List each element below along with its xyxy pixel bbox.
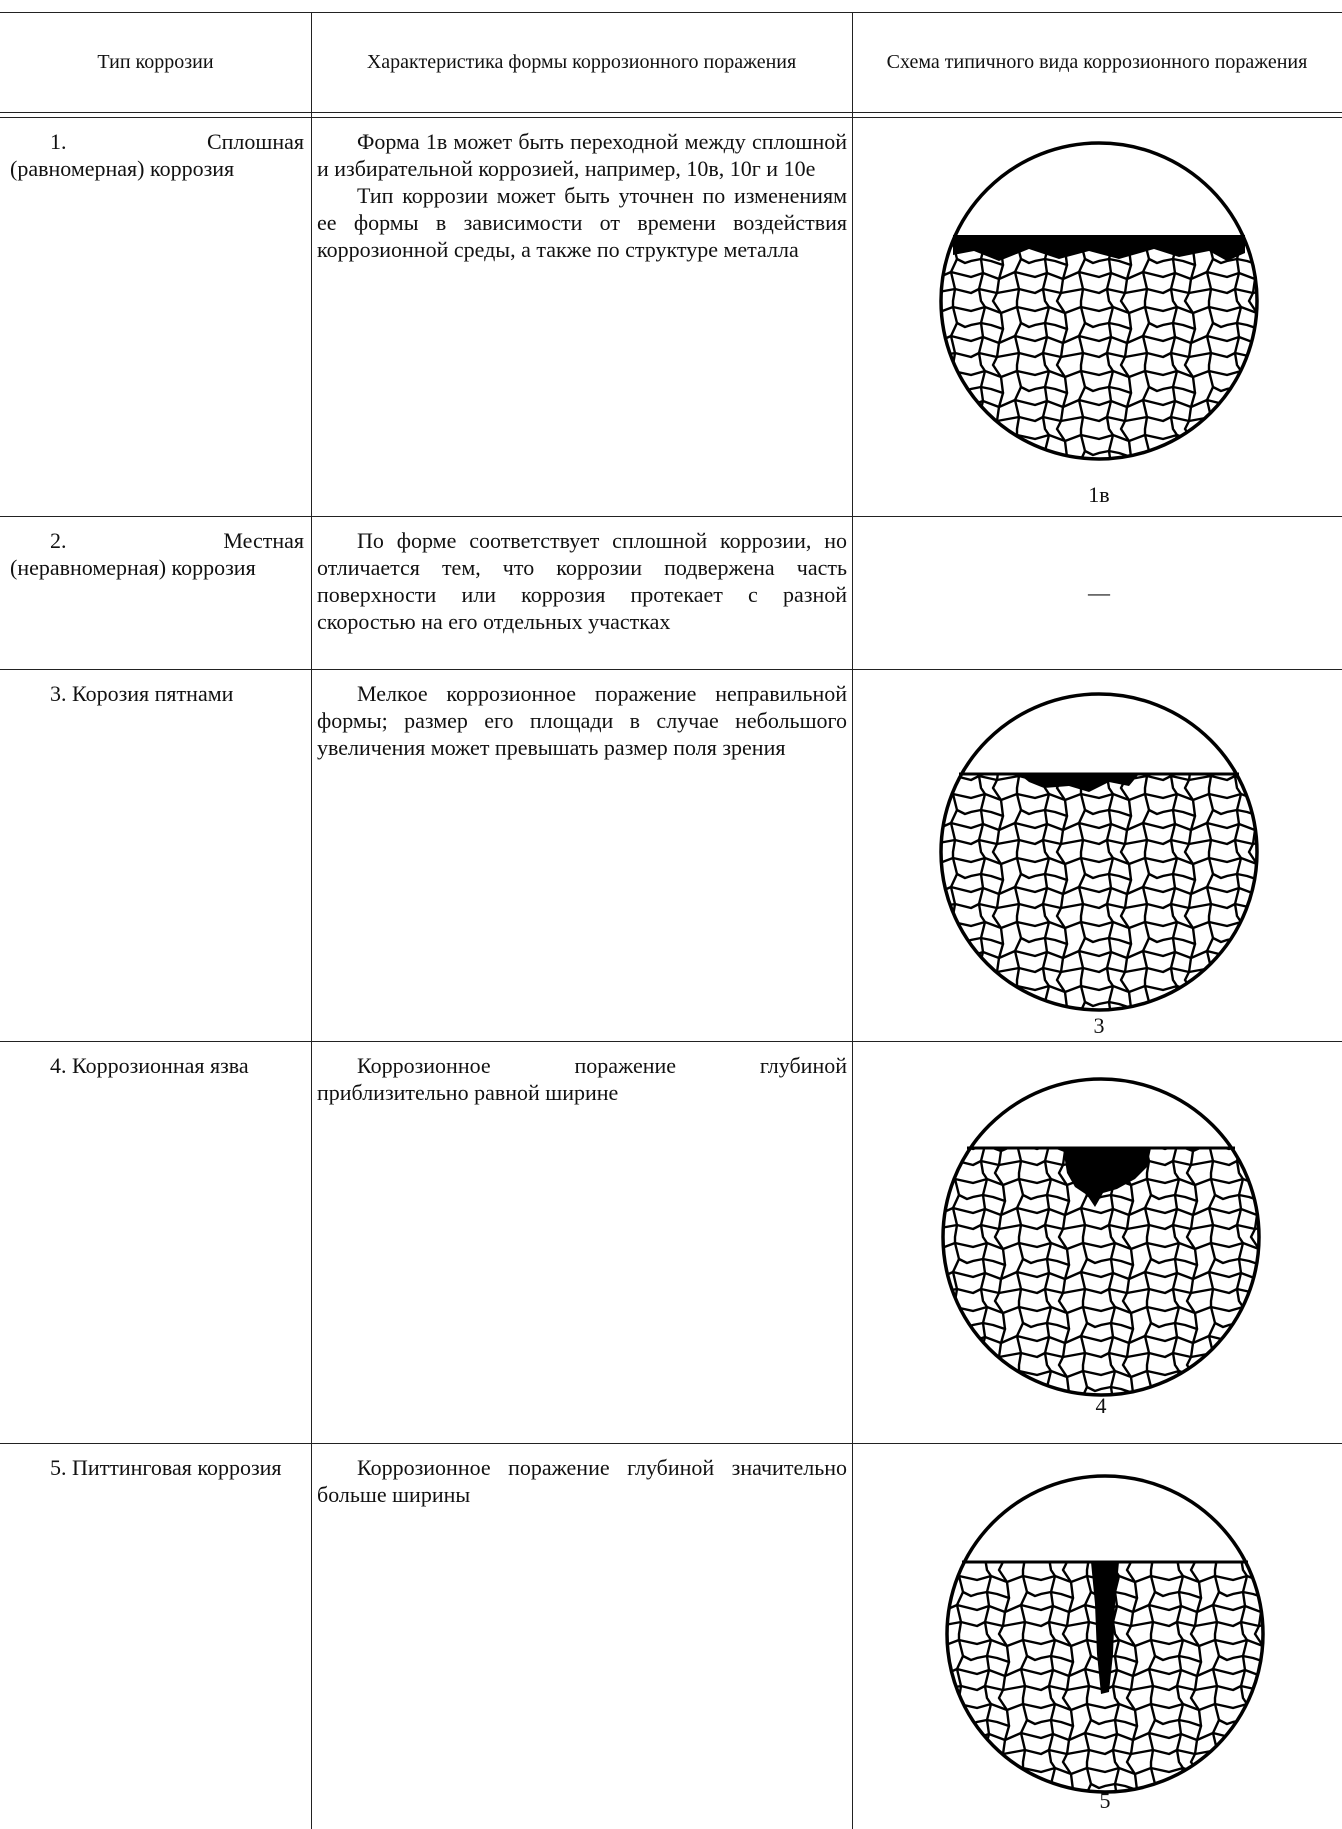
figure [945, 1473, 1265, 1794]
description-text: Мелкое коррозионное поражение неправильн… [317, 681, 847, 760]
header-cell: Тип коррозии [97, 50, 214, 73]
type-cell: 3. Корозия пятнами [10, 680, 304, 707]
rule [0, 117, 1342, 118]
figure-caption: 3 [1093, 1013, 1105, 1038]
figure-caption: 1в [1088, 482, 1110, 507]
type-text: 1. Сплошная (равномерная) коррозия [10, 129, 304, 181]
description-cell: Форма 1в может быть переходной между спл… [317, 128, 847, 263]
description-text: Коррозионное поражение глубиной приблизи… [317, 1053, 847, 1105]
type-text: 5. Питтинговая коррозия [50, 1455, 282, 1480]
header-cell: Схема типичного вида коррозионного пораж… [886, 50, 1308, 73]
type-cell: 4. Коррозионная язва [10, 1052, 304, 1079]
rule [311, 12, 312, 1829]
description-text: Тип коррозии может быть уточнен по измен… [317, 183, 847, 262]
description-cell: Коррозионное поражение глубиной значител… [317, 1454, 847, 1508]
type-cell: 2. Местная (неравномерная) коррозия [10, 527, 304, 581]
header-cell: Характеристика формы коррозионного пораж… [366, 50, 797, 73]
figure-caption: 5 [1099, 1788, 1111, 1813]
figure-caption: 4 [1095, 1393, 1107, 1418]
description-text: Форма 1в может быть переходной между спл… [317, 129, 847, 181]
rule [0, 516, 1342, 517]
rule [0, 112, 1342, 113]
type-cell: 1. Сплошная (равномерная) коррозия [10, 128, 304, 182]
figure [939, 140, 1259, 461]
rule [852, 12, 853, 1829]
rule [0, 669, 1342, 670]
type-cell: 5. Питтинговая коррозия [10, 1454, 304, 1481]
type-text: 2. Местная (неравномерная) коррозия [10, 528, 304, 580]
description-text: По форме соответствует сплошной коррозии… [317, 528, 847, 634]
type-text: 3. Корозия пятнами [50, 681, 234, 706]
description-cell: Мелкое коррозионное поражение неправильн… [317, 680, 847, 761]
rule [0, 1041, 1342, 1042]
rule [0, 1443, 1342, 1444]
figure [941, 1075, 1261, 1397]
type-text: 4. Коррозионная язва [50, 1053, 249, 1078]
description-cell: По форме соответствует сплошной коррозии… [317, 527, 847, 635]
figure-caption: — [1088, 580, 1110, 605]
description-cell: Коррозионное поражение глубиной приблизи… [317, 1052, 847, 1106]
description-text: Коррозионное поражение глубиной значител… [317, 1455, 847, 1507]
figure [939, 691, 1259, 1012]
rule [0, 12, 1342, 13]
